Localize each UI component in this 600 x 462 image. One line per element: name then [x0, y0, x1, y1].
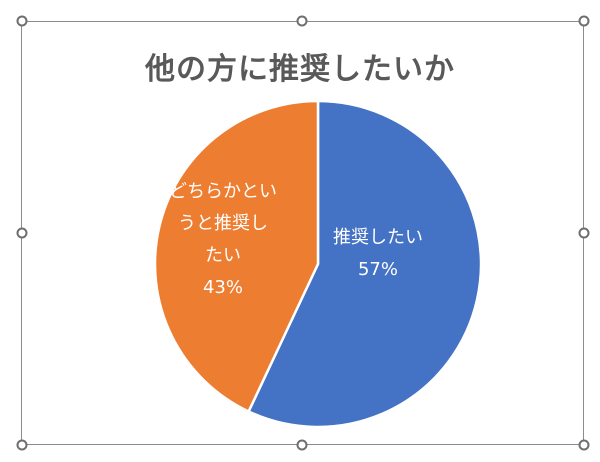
data-label-somewhat-recommend: どちらかとい うと推奨し たい 43% — [160, 176, 286, 304]
resize-handle-top-right[interactable] — [578, 15, 590, 27]
data-label-category-line: うと推奨し — [178, 213, 268, 234]
resize-handle-top-center[interactable] — [296, 15, 308, 27]
data-label-category: 推奨したい — [333, 227, 423, 248]
pie-slice-somewhat-recommend[interactable] — [153, 99, 320, 414]
resize-handle-middle-right[interactable] — [578, 227, 590, 239]
pie-slice-recommend[interactable] — [246, 99, 483, 429]
resize-handle-bottom-left[interactable] — [16, 439, 28, 451]
data-label-recommend: 推奨したい 57% — [318, 222, 438, 286]
resize-handle-middle-left[interactable] — [16, 227, 28, 239]
data-label-category-line: どちらかとい — [169, 181, 277, 202]
data-label-category-line: たい — [205, 245, 241, 266]
resize-handle-top-left[interactable] — [16, 15, 28, 27]
chart-title: 他の方に推奨したいか — [145, 52, 455, 87]
data-label-value: 57% — [357, 259, 398, 280]
resize-handle-bottom-right[interactable] — [578, 439, 590, 451]
resize-handle-bottom-center[interactable] — [296, 439, 308, 451]
data-label-value: 43% — [202, 277, 243, 298]
